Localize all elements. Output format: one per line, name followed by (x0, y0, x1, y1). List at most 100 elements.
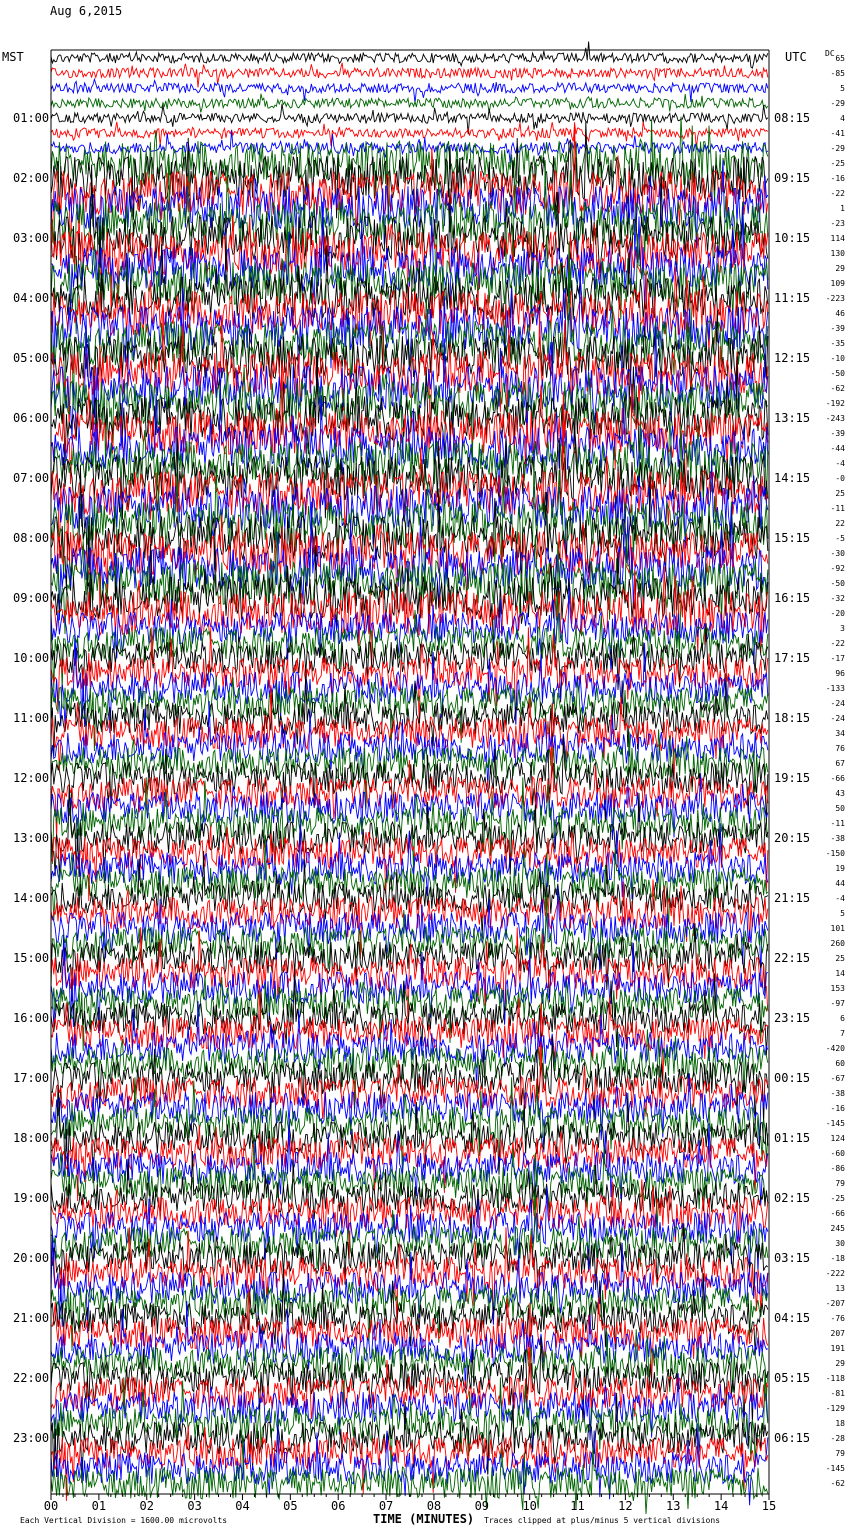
seismic-trace (50, 777, 769, 875)
seismic-trace (50, 1119, 769, 1206)
dc-offset-label: 124 (831, 1134, 846, 1143)
left-time-label: 11:00 (13, 711, 49, 725)
dc-offset-label: 18 (835, 1419, 845, 1428)
dc-offset-label: 130 (831, 249, 846, 258)
left-time-label: 19:00 (13, 1191, 49, 1205)
dc-offset-label: 109 (831, 279, 846, 288)
seismic-trace (50, 103, 769, 135)
x-tick-label: 01 (92, 1499, 106, 1513)
dc-offset-label: -50 (831, 579, 846, 588)
dc-offset-labels: 65-855-294-41-29-25-16-221-2311413029109… (826, 54, 845, 1488)
seismic-trace (50, 130, 769, 164)
right-time-labels: 08:15 09:15 10:15 11:15 12:15 13:15 14:15 15:15… (774, 111, 810, 1445)
dc-offset-label: -4 (835, 894, 845, 903)
seismic-trace (50, 266, 769, 377)
left-time-label: 10:00 (13, 651, 49, 665)
right-time-label: 09:15 (774, 171, 810, 185)
seismic-trace (50, 819, 769, 900)
seismic-trace (50, 1284, 769, 1382)
seismic-trace (50, 923, 769, 1003)
seismic-trace (50, 164, 769, 301)
dc-offset-label: -222 (826, 1269, 845, 1278)
dc-offset-label: 50 (835, 804, 845, 813)
dc-offset-label: 7 (840, 1029, 845, 1038)
x-tick-label: 02 (140, 1499, 154, 1513)
seismic-trace (50, 416, 769, 527)
x-tick-label: 06 (331, 1499, 345, 1513)
dc-offset-label: -192 (826, 399, 845, 408)
dc-offset-label: -66 (831, 1209, 846, 1218)
dc-offset-label: -5 (835, 534, 845, 543)
left-time-label: 13:00 (13, 831, 49, 845)
seismic-trace (50, 1041, 769, 1120)
dc-offset-label: 79 (835, 1449, 845, 1458)
left-time-label: 02:00 (13, 171, 49, 185)
left-time-label: 06:00 (13, 411, 49, 425)
dc-offset-label: -11 (831, 819, 846, 828)
dc-offset-label: 29 (835, 264, 845, 273)
dc-offset-label: -25 (831, 159, 846, 168)
dc-offset-label: -22 (831, 189, 846, 198)
right-time-label: 00:15 (774, 1071, 810, 1085)
left-time-label: 21:00 (13, 1311, 49, 1325)
left-time-label: 14:00 (13, 891, 49, 905)
dc-offset-label: 29 (835, 1359, 845, 1368)
seismic-trace (50, 160, 769, 269)
seismic-trace (50, 122, 769, 259)
dc-offset-label: -39 (831, 324, 846, 333)
right-time-label: 05:15 (774, 1371, 810, 1385)
right-time-label: 21:15 (774, 891, 810, 905)
seismic-trace (50, 1223, 769, 1303)
seismic-trace (50, 1186, 769, 1276)
dc-offset-label: -18 (831, 1254, 846, 1263)
left-time-label: 01:00 (13, 111, 49, 125)
dc-offset-label: -50 (831, 369, 846, 378)
dc-offset-label: 5 (840, 84, 845, 93)
dc-offset-label: -62 (831, 384, 846, 393)
dc-offset-label: -4 (835, 459, 845, 468)
right-time-label: 14:15 (774, 471, 810, 485)
dc-offset-label: 13 (835, 1284, 845, 1293)
left-time-label: 20:00 (13, 1251, 49, 1265)
seismic-trace (50, 310, 769, 419)
seismic-trace (50, 1369, 769, 1475)
right-time-label: 06:15 (774, 1431, 810, 1445)
seismic-trace (50, 700, 769, 789)
right-time-label: 23:15 (774, 1011, 810, 1025)
left-time-label: 12:00 (13, 771, 49, 785)
x-tick-label: 08 (427, 1499, 441, 1513)
dc-offset-label: -67 (831, 1074, 846, 1083)
x-tick-label: 12 (618, 1499, 632, 1513)
left-zone-label: MST (2, 50, 24, 64)
dc-offset-label: 260 (831, 939, 846, 948)
dc-offset-label: -28 (831, 1434, 846, 1443)
right-time-label: 13:15 (774, 411, 810, 425)
left-time-label: 05:00 (13, 351, 49, 365)
seismic-trace (50, 1191, 769, 1270)
right-time-label: 08:15 (774, 111, 810, 125)
seismic-trace (50, 741, 769, 839)
seismic-trace (50, 422, 769, 559)
dc-offset-label: -145 (826, 1464, 845, 1473)
seismic-trace (50, 566, 769, 677)
seismic-trace (50, 1341, 769, 1420)
x-tick-label: 14 (714, 1499, 728, 1513)
seismic-trace (50, 623, 769, 703)
seismic-trace (50, 891, 769, 989)
seismic-trace (50, 77, 769, 104)
x-tick-label: 09 (475, 1499, 489, 1513)
seismic-trace (50, 460, 769, 569)
dc-offset-label: 101 (831, 924, 846, 933)
dc-offset-label: -29 (831, 144, 846, 153)
seismic-trace (50, 1329, 769, 1409)
seismic-trace (50, 927, 769, 1025)
dc-offset-label: -24 (831, 699, 846, 708)
scale-note: Each Vertical Division = 1600.00 microvo… (20, 1516, 228, 1525)
seismic-trace (50, 515, 769, 620)
dc-offset-label: -11 (831, 504, 846, 513)
seismic-trace (50, 501, 769, 621)
seismic-trace (50, 460, 769, 594)
dc-offset-label: -133 (826, 684, 845, 693)
right-time-label: 03:15 (774, 1251, 810, 1265)
seismic-trace (50, 1419, 769, 1506)
